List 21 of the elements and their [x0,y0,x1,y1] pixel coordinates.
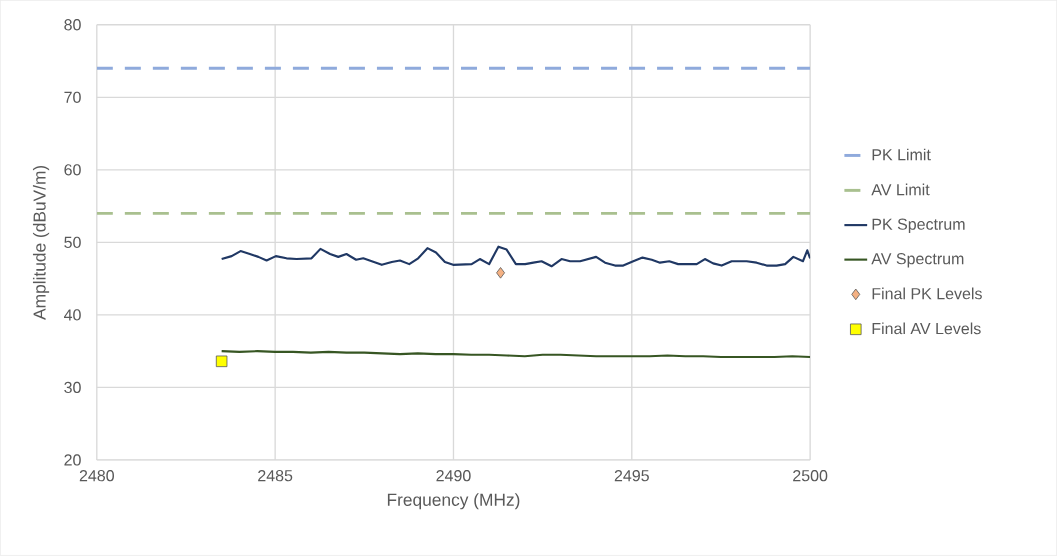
legend-label: PK Limit [872,148,931,161]
x-tick-label: 2495 [614,470,649,482]
legend-label: Final PK Levels [872,287,982,300]
y-tick-label: 70 [64,91,81,104]
y-tick-label: 30 [64,381,81,394]
y-tick-label: 60 [64,164,81,176]
legend-label: AV Spectrum [871,253,964,268]
y-tick-label: 40 [64,309,81,321]
y-tick-label: 20 [64,454,81,466]
x-tick-label: 2490 [436,470,471,482]
legend-label: AV Limit [871,183,930,196]
y-tick-label: 80 [64,19,81,31]
x-tick-label: 2500 [793,470,828,482]
x-tick-label: 2480 [79,470,114,482]
line-series [220,245,811,268]
legend-label: Final AV Levels [872,322,981,335]
legend-label: PK Spectrum [872,218,965,234]
y-axis-title: Amplitude (dBuV/m) [32,165,50,321]
x-axis-title: Frequency (MHz) [387,493,520,510]
y-tick-label: 50 [64,236,81,249]
x-tick-label: 2485 [258,470,293,482]
